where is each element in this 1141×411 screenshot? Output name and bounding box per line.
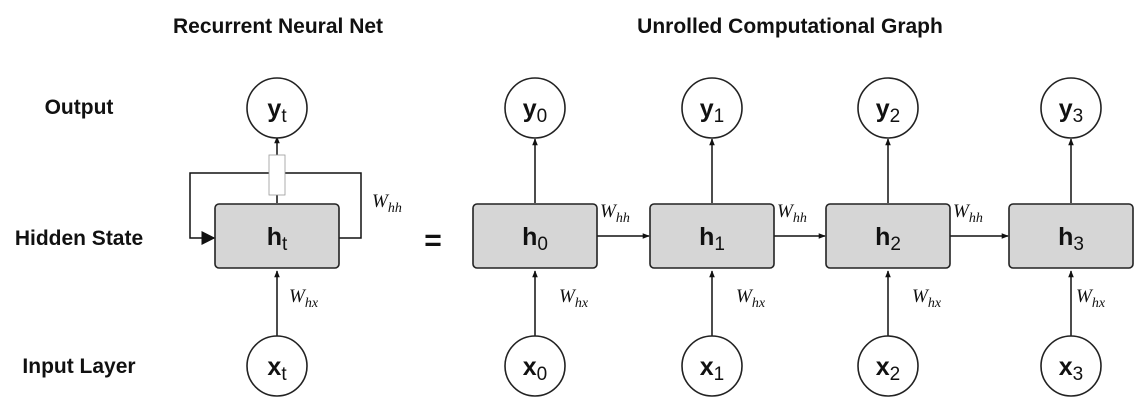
folded-whh-sub: hh bbox=[388, 201, 402, 216]
unrolled-graph: Whhy0h0x0WhxWhhy1h1x1WhxWhhy2h2x2Whxy3h3… bbox=[472, 77, 1134, 397]
hidden-node-2 bbox=[825, 203, 951, 269]
folded-whx-main: W bbox=[289, 286, 307, 307]
output-label-3: y3 bbox=[1059, 95, 1083, 127]
whx-label-3: Whx bbox=[1076, 286, 1106, 311]
input-label-3: x3 bbox=[1059, 353, 1083, 385]
folded-input-label: xt bbox=[267, 353, 287, 385]
whx-label-0-main: W bbox=[559, 286, 577, 307]
whh-label-2-sub: hh bbox=[969, 211, 983, 226]
whx-label-1-sub: hx bbox=[752, 296, 766, 311]
output-label-0-sub: 0 bbox=[537, 106, 548, 127]
equals-sign: = bbox=[424, 224, 442, 257]
whx-label-2: Whx bbox=[912, 286, 942, 311]
row-label-hidden: Hidden State bbox=[15, 227, 143, 250]
right-title: Unrolled Computational Graph bbox=[637, 15, 943, 38]
hidden-label-3-main: h bbox=[1058, 223, 1073, 251]
whx-label-0: Whx bbox=[559, 286, 589, 311]
whh-label-2-main: W bbox=[953, 201, 971, 222]
whx-label-3-sub: hx bbox=[1092, 296, 1106, 311]
whh-label-1-sub: hh bbox=[793, 211, 807, 226]
folded-rnn: yt ht xt Whh Whx bbox=[189, 77, 402, 397]
folded-whx-sub: hx bbox=[305, 296, 319, 311]
input-label-1-main: x bbox=[700, 353, 714, 381]
input-node-2 bbox=[857, 335, 919, 397]
whh-label-1: Whh bbox=[777, 201, 807, 226]
whx-label-2-sub: hx bbox=[928, 296, 942, 311]
folded-hidden-label: ht bbox=[267, 223, 288, 255]
hidden-node-3 bbox=[1008, 203, 1134, 269]
output-label-0-main: y bbox=[523, 95, 537, 123]
whx-label-2-main: W bbox=[912, 286, 930, 307]
hidden-label-1-main: h bbox=[699, 223, 714, 251]
folded-output-node bbox=[246, 77, 308, 139]
output-label-1-sub: 1 bbox=[714, 106, 725, 127]
folded-output-main: y bbox=[267, 95, 281, 123]
whh-label-0: Whh bbox=[600, 201, 630, 226]
hidden-label-2: h2 bbox=[875, 223, 901, 255]
hidden-label-0-main: h bbox=[522, 223, 537, 251]
folded-whh-main: W bbox=[372, 191, 390, 212]
output-label-1-main: y bbox=[700, 95, 714, 123]
whx-label-1: Whx bbox=[736, 286, 766, 311]
folded-input-main: x bbox=[267, 353, 281, 381]
folded-input-node bbox=[246, 335, 308, 397]
input-label-1-sub: 1 bbox=[714, 364, 725, 385]
hidden-node-0 bbox=[472, 203, 598, 269]
hidden-label-2-sub: 2 bbox=[890, 234, 901, 255]
hidden-node-1 bbox=[649, 203, 775, 269]
row-label-input: Input Layer bbox=[22, 355, 135, 378]
output-node-3 bbox=[1040, 77, 1102, 139]
whx-label-1-main: W bbox=[736, 286, 754, 307]
whh-label-0-main: W bbox=[600, 201, 618, 222]
output-label-2-sub: 2 bbox=[890, 106, 901, 127]
input-label-1: x1 bbox=[700, 353, 724, 385]
output-node-1 bbox=[681, 77, 743, 139]
output-label-3-main: y bbox=[1059, 95, 1073, 123]
folded-output-label: yt bbox=[267, 95, 287, 127]
input-label-3-sub: 3 bbox=[1073, 364, 1084, 385]
output-label-2-main: y bbox=[876, 95, 890, 123]
hidden-label-0-sub: 0 bbox=[537, 234, 548, 255]
hidden-label-3: h3 bbox=[1058, 223, 1084, 255]
input-label-0-sub: 0 bbox=[537, 364, 548, 385]
folded-whh-label: Whh bbox=[372, 191, 402, 216]
folded-output-sub: t bbox=[281, 106, 287, 127]
hidden-label-1-sub: 1 bbox=[714, 234, 725, 255]
input-node-0 bbox=[504, 335, 566, 397]
input-node-1 bbox=[681, 335, 743, 397]
whh-label-0-sub: hh bbox=[616, 211, 630, 226]
hidden-label-2-main: h bbox=[875, 223, 890, 251]
hidden-label-1: h1 bbox=[699, 223, 725, 255]
whx-label-0-sub: hx bbox=[575, 296, 589, 311]
folded-hidden-main: h bbox=[267, 223, 282, 251]
output-node-2 bbox=[857, 77, 919, 139]
input-label-0: x0 bbox=[523, 353, 547, 385]
whh-label-2: Whh bbox=[953, 201, 983, 226]
input-label-0-main: x bbox=[523, 353, 537, 381]
output-label-0: y0 bbox=[523, 95, 547, 127]
input-label-2: x2 bbox=[876, 353, 900, 385]
output-node-0 bbox=[504, 77, 566, 139]
input-label-2-main: x bbox=[876, 353, 890, 381]
whh-label-1-main: W bbox=[777, 201, 795, 222]
hidden-label-0: h0 bbox=[522, 223, 548, 255]
left-title: Recurrent Neural Net bbox=[173, 15, 383, 38]
folded-hidden-sub: t bbox=[282, 234, 288, 255]
output-label-2: y2 bbox=[876, 95, 900, 127]
folded-whx-label: Whx bbox=[289, 286, 319, 311]
input-node-3 bbox=[1040, 335, 1102, 397]
whx-label-3-main: W bbox=[1076, 286, 1094, 307]
row-label-output: Output bbox=[45, 96, 114, 119]
folded-hidden-node bbox=[214, 203, 340, 269]
output-label-1: y1 bbox=[700, 95, 724, 127]
output-label-3-sub: 3 bbox=[1073, 106, 1084, 127]
input-label-2-sub: 2 bbox=[890, 364, 901, 385]
folded-input-sub: t bbox=[281, 364, 287, 385]
loop-delay-gap bbox=[268, 154, 286, 196]
hidden-label-3-sub: 3 bbox=[1073, 234, 1084, 255]
input-label-3-main: x bbox=[1059, 353, 1073, 381]
